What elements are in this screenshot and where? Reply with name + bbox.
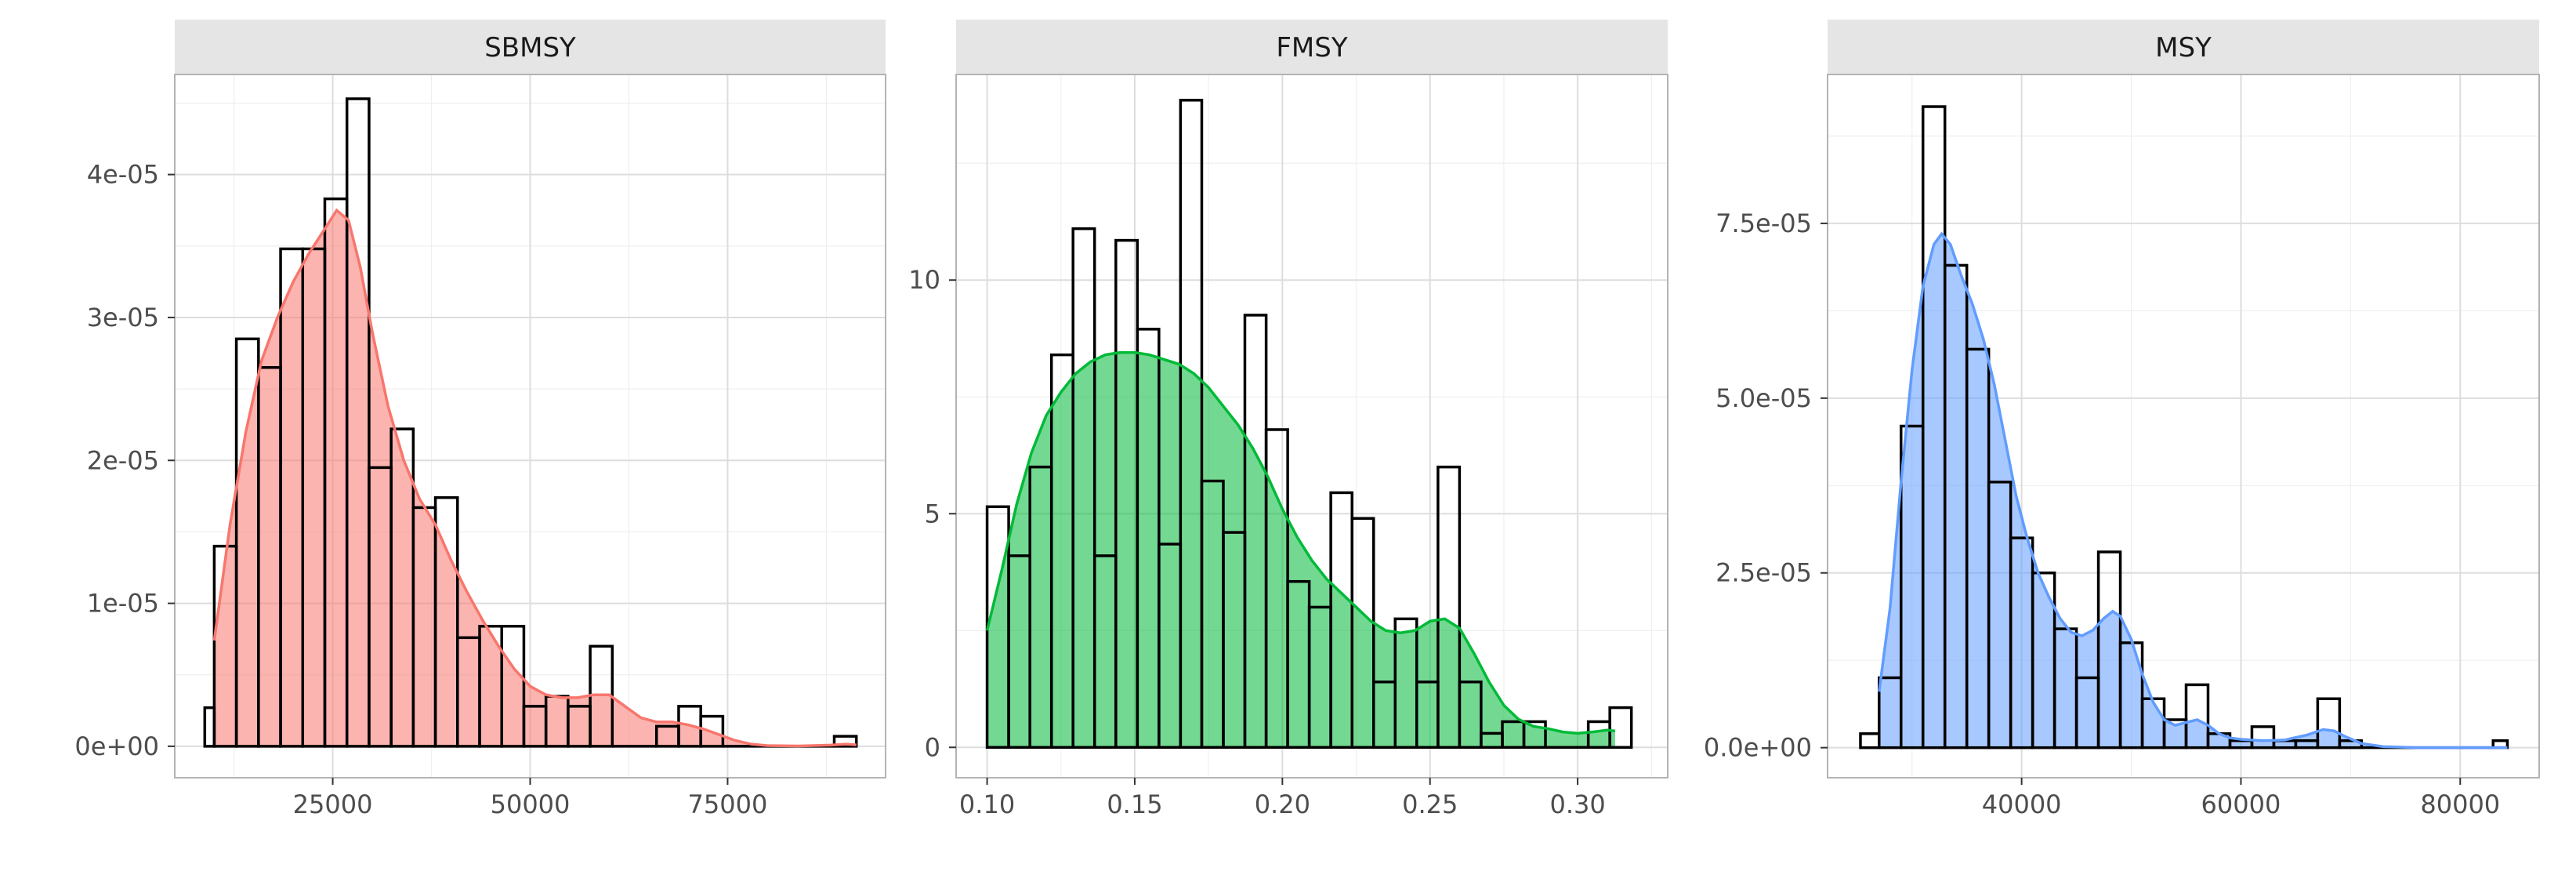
x-tick-label: 0.25 — [1402, 789, 1458, 819]
strip-label-fmsy: FMSY — [1276, 32, 1347, 64]
x-tick-label: 80000 — [2420, 789, 2500, 819]
y-tick-label: 3e-05 — [87, 303, 159, 332]
panel-msy: MSY 40000 60000 80000 0.0e+00 2.5e-05 5.0e-05 7… — [1704, 20, 2540, 819]
y-tick-label: 7.5e-05 — [1716, 209, 1812, 238]
panel-sbmsy: SBMSY 25000 50000 75000 0e+00 1e-05 2e-05 3e-05… — [74, 20, 886, 819]
histogram-bar — [1179, 99, 1204, 750]
strip-msy — [1828, 20, 2539, 74]
histogram-bar — [699, 714, 725, 748]
y-tick-label: 10 — [908, 265, 940, 295]
x-tick-label: 0.10 — [959, 789, 1015, 819]
y-tick-label: 0.0e+00 — [1704, 733, 1812, 763]
y-tick-label: 0 — [925, 732, 940, 762]
histogram-bar — [345, 97, 371, 748]
histogram-bar — [2250, 725, 2276, 750]
x-tick-label: 40000 — [1982, 789, 2062, 819]
y-tick-label: 2e-05 — [87, 445, 159, 475]
histogram-bar — [1136, 328, 1161, 750]
x-tick-label: 0.15 — [1107, 789, 1162, 819]
density-area-msy — [1879, 234, 2508, 748]
density-area-fmsy — [987, 352, 1615, 748]
histogram-bar — [2316, 697, 2342, 750]
histogram-bar — [1458, 681, 1483, 750]
x-tick-label: 25000 — [293, 789, 373, 819]
histogram-bar — [1608, 706, 1633, 750]
histogram-bar — [433, 495, 459, 748]
panel-border-fmsy — [955, 74, 1668, 779]
x-tick-label: 0.20 — [1255, 789, 1310, 819]
density-line-sbmsy — [212, 208, 857, 748]
x-tick-label: 75000 — [688, 789, 768, 819]
histogram-bar — [832, 735, 858, 748]
y-tick-label: 5 — [925, 499, 940, 528]
histogram-bar — [1071, 227, 1096, 750]
histogram-bar — [2184, 683, 2210, 750]
x-tick-label: 0.30 — [1549, 789, 1605, 819]
histogram-bar — [500, 624, 526, 748]
panel-border-msy — [1827, 74, 2540, 779]
density-line-msy — [1878, 231, 2508, 750]
strip-fmsy — [956, 20, 1668, 74]
histogram-bar — [1522, 720, 1547, 750]
y-tick-label: 1e-05 — [87, 589, 159, 619]
histogram-bar — [1350, 517, 1375, 750]
y-tick-label: 0e+00 — [74, 731, 159, 761]
x-tick-label: 50000 — [491, 789, 571, 819]
panel-fmsy: FMSY 0.10 0.15 0.20 0.25 0.30 0 5 10 — [908, 20, 1668, 819]
histogram-bar — [1437, 465, 1462, 750]
strip-sbmsy — [175, 20, 886, 74]
y-tick-label: 2.5e-05 — [1716, 558, 1812, 588]
y-tick-label: 5.0e-05 — [1716, 383, 1812, 413]
strip-label-sbmsy: SBMSY — [484, 32, 576, 64]
y-tick-label: 4e-05 — [87, 160, 159, 190]
strip-label-msy: MSY — [2155, 32, 2212, 64]
x-tick-label: 60000 — [2201, 789, 2281, 819]
density-line-fmsy — [985, 350, 1616, 735]
